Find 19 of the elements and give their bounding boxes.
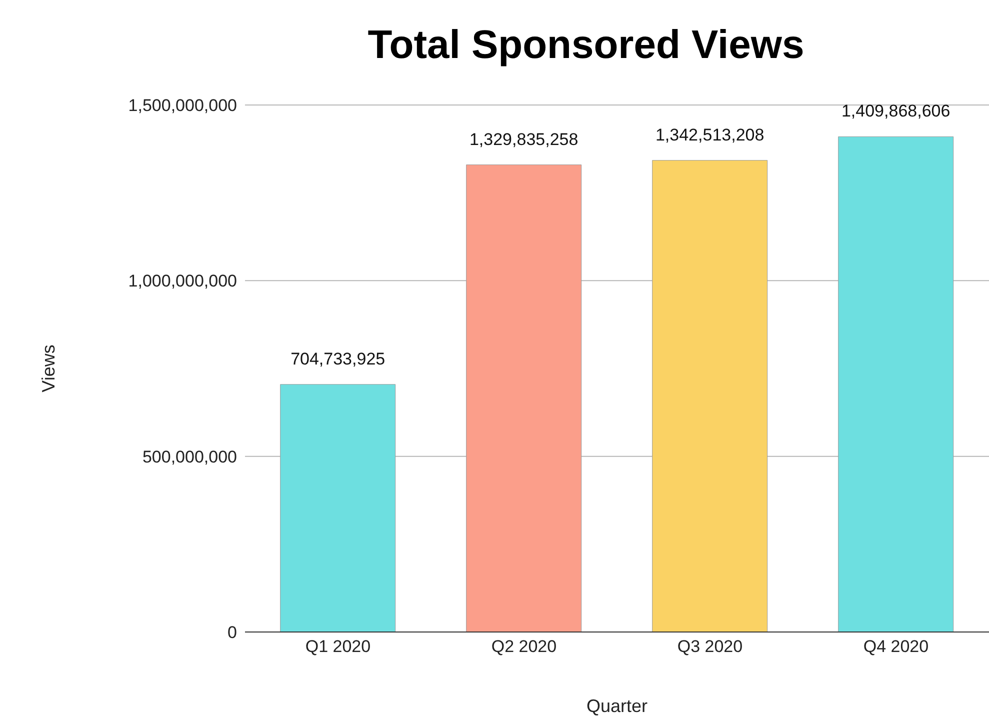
data-label: 704,733,925 — [290, 349, 386, 368]
x-tick-label: Q1 2020 — [305, 637, 371, 656]
y-axis-title: Views — [38, 344, 58, 392]
x-tick-label: Q4 2020 — [863, 637, 929, 656]
y-tick-label: 500,000,000 — [142, 447, 237, 466]
bar — [652, 160, 768, 632]
y-tick-label: 1,500,000,000 — [128, 96, 237, 116]
data-label: 1,342,513,208 — [655, 125, 764, 144]
y-tick-label: 0 — [228, 623, 237, 642]
bar — [280, 384, 396, 632]
x-tick-label: Q3 2020 — [677, 637, 743, 656]
bar — [838, 136, 954, 632]
data-label: 1,329,835,258 — [469, 130, 578, 149]
bar — [466, 164, 582, 632]
data-label: 1,409,868,606 — [841, 102, 950, 121]
x-tick-label: Q2 2020 — [491, 637, 557, 656]
x-axis-title: Quarter — [586, 696, 648, 716]
chart-title: Total Sponsored Views — [368, 23, 804, 67]
y-tick-label: 1,000,000,000 — [128, 272, 237, 291]
